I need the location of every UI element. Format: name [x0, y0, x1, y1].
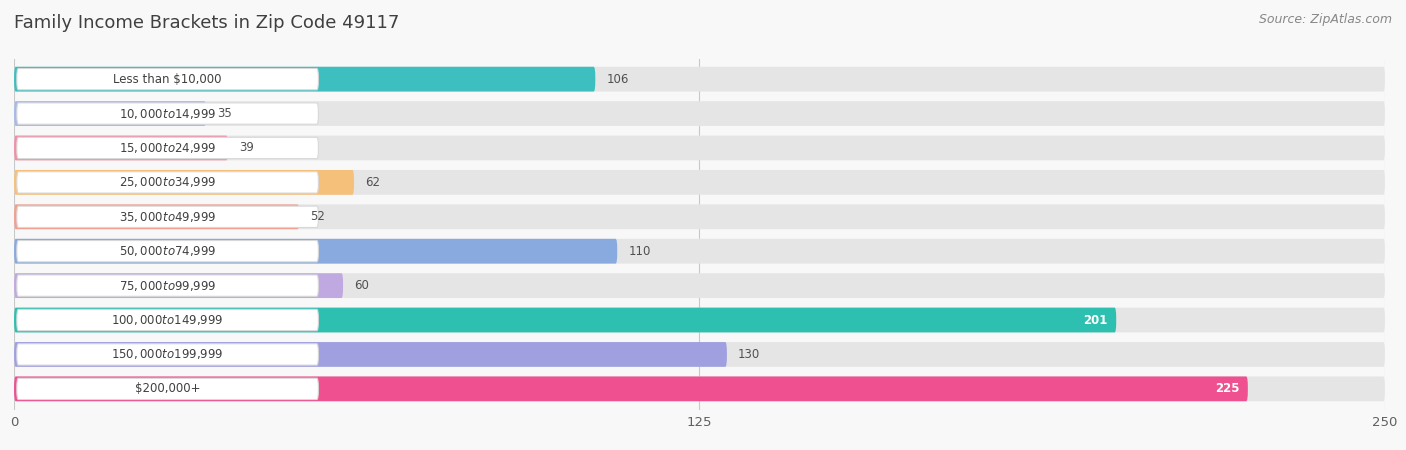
- Text: 52: 52: [311, 210, 325, 223]
- Text: 110: 110: [628, 245, 651, 258]
- FancyBboxPatch shape: [14, 204, 299, 229]
- Text: Source: ZipAtlas.com: Source: ZipAtlas.com: [1258, 14, 1392, 27]
- FancyBboxPatch shape: [14, 342, 727, 367]
- Text: 201: 201: [1084, 314, 1108, 327]
- Text: $100,000 to $149,999: $100,000 to $149,999: [111, 313, 224, 327]
- Text: $25,000 to $34,999: $25,000 to $34,999: [120, 176, 217, 189]
- FancyBboxPatch shape: [14, 67, 1385, 91]
- FancyBboxPatch shape: [14, 67, 595, 91]
- Text: 130: 130: [738, 348, 761, 361]
- FancyBboxPatch shape: [17, 344, 318, 365]
- FancyBboxPatch shape: [14, 135, 1385, 160]
- FancyBboxPatch shape: [14, 239, 617, 264]
- Text: $50,000 to $74,999: $50,000 to $74,999: [120, 244, 217, 258]
- FancyBboxPatch shape: [14, 273, 1385, 298]
- Text: $200,000+: $200,000+: [135, 382, 200, 396]
- Text: 60: 60: [354, 279, 368, 292]
- Text: 106: 106: [606, 72, 628, 86]
- FancyBboxPatch shape: [17, 103, 318, 124]
- Text: $15,000 to $24,999: $15,000 to $24,999: [120, 141, 217, 155]
- FancyBboxPatch shape: [17, 68, 318, 90]
- FancyBboxPatch shape: [17, 172, 318, 193]
- FancyBboxPatch shape: [14, 170, 354, 195]
- FancyBboxPatch shape: [14, 308, 1116, 333]
- FancyBboxPatch shape: [17, 378, 318, 400]
- FancyBboxPatch shape: [14, 204, 1385, 229]
- FancyBboxPatch shape: [17, 241, 318, 262]
- FancyBboxPatch shape: [14, 170, 1385, 195]
- FancyBboxPatch shape: [17, 275, 318, 296]
- Text: Less than $10,000: Less than $10,000: [114, 72, 222, 86]
- Text: $150,000 to $199,999: $150,000 to $199,999: [111, 347, 224, 361]
- FancyBboxPatch shape: [14, 239, 1385, 264]
- FancyBboxPatch shape: [17, 309, 318, 331]
- FancyBboxPatch shape: [14, 308, 1385, 333]
- FancyBboxPatch shape: [14, 377, 1385, 401]
- FancyBboxPatch shape: [14, 342, 1385, 367]
- Text: 35: 35: [217, 107, 232, 120]
- FancyBboxPatch shape: [14, 101, 207, 126]
- Text: Family Income Brackets in Zip Code 49117: Family Income Brackets in Zip Code 49117: [14, 14, 399, 32]
- FancyBboxPatch shape: [14, 273, 343, 298]
- Text: $10,000 to $14,999: $10,000 to $14,999: [120, 107, 217, 121]
- Text: $75,000 to $99,999: $75,000 to $99,999: [120, 279, 217, 292]
- FancyBboxPatch shape: [14, 101, 1385, 126]
- Text: $35,000 to $49,999: $35,000 to $49,999: [120, 210, 217, 224]
- Text: 39: 39: [239, 141, 253, 154]
- FancyBboxPatch shape: [17, 137, 318, 159]
- Text: 225: 225: [1215, 382, 1240, 396]
- FancyBboxPatch shape: [14, 135, 228, 160]
- FancyBboxPatch shape: [17, 206, 318, 227]
- FancyBboxPatch shape: [14, 377, 1249, 401]
- Text: 62: 62: [366, 176, 380, 189]
